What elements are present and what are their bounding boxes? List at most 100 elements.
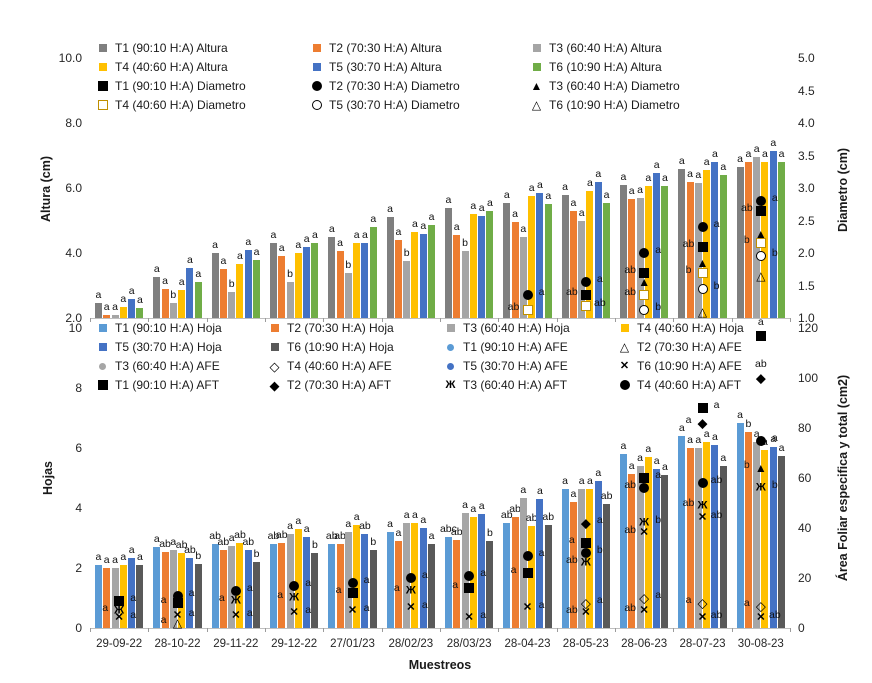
open-triangle-marker-icon: △: [756, 268, 766, 283]
circle-marker: [755, 435, 766, 446]
xbar-marker-icon: Ж: [114, 604, 125, 616]
bar: [478, 215, 486, 318]
sig-letter: a: [645, 443, 652, 455]
x-marker: ✕: [698, 612, 707, 624]
bar: [519, 497, 527, 628]
bar: [119, 306, 127, 318]
left-tick-label: 4: [75, 501, 82, 515]
square-marker: [464, 583, 475, 593]
legend-item: T3 (60:40 H:A) AFE: [96, 358, 268, 374]
bar: [636, 466, 644, 628]
square-marker-icon: [97, 380, 108, 390]
sig-letter: a: [661, 172, 668, 185]
sig-letter: a: [737, 152, 743, 165]
sig-letter: a: [480, 566, 487, 579]
sig-letter: a: [428, 530, 435, 542]
bar: [769, 150, 777, 318]
bar: [253, 562, 261, 628]
sig-letter: a: [245, 235, 252, 248]
diametro-axis-title: Diametro (cm): [836, 147, 850, 233]
sig-letter: a: [678, 422, 685, 434]
xbar-marker-icon: Ж: [405, 584, 416, 596]
bar: [544, 524, 552, 628]
circle-marker: [580, 277, 591, 288]
bar: [186, 557, 194, 628]
bar: [486, 210, 494, 318]
sig-letter: a: [412, 509, 418, 521]
legend-item-label: T4 (40:60 H:A) Diametro: [115, 98, 246, 112]
legend-symbol: [96, 324, 109, 332]
sig-letter: a: [478, 201, 485, 214]
legend-item: T6 (10:90 H:A) Altura: [530, 59, 736, 75]
legend-item-label: T2 (70:30 H:A) Altura: [329, 41, 442, 55]
sig-letter: a: [136, 551, 143, 563]
sig-letter: a: [120, 551, 127, 563]
circle-marker-icon: [311, 81, 322, 91]
bar: [219, 550, 227, 628]
square-marker-icon: [697, 403, 708, 413]
x-axis-tick: [206, 628, 208, 632]
sig-letter: a: [595, 467, 602, 479]
legend-item-label: T1 (90:10 H:A) Hoja: [115, 321, 222, 335]
x-marker-icon: ✕: [522, 601, 533, 614]
circle-marker: [639, 248, 650, 258]
bar: [503, 202, 511, 318]
legend-item: T2 (70:30 H:A) Hoja: [268, 320, 444, 336]
sig-letter: a: [720, 161, 727, 173]
bar: [694, 448, 702, 628]
open-circle-marker-icon: [311, 100, 322, 110]
square-marker-icon: [639, 473, 650, 483]
open-diamond-marker: ◇: [581, 597, 591, 610]
bar: [711, 445, 719, 628]
legend-item: T4 (40:60 H:A) Diametro: [96, 97, 310, 113]
x-marker: ✕: [173, 610, 182, 621]
right-tick-label: 1.5: [798, 278, 815, 293]
diamond-marker-icon: ◆: [697, 415, 708, 431]
sig-letter: a: [153, 533, 160, 545]
open-circle-marker: [639, 305, 650, 316]
sig-letter: ab: [267, 530, 280, 542]
sig-letter: a: [212, 239, 218, 251]
x-marker: ✕: [640, 605, 649, 616]
legend-item-label: T2 (70:30 H:A) Hoja: [287, 321, 394, 335]
diamond-marker: ◆: [698, 417, 708, 430]
diamond-marker: ◆: [581, 517, 591, 530]
bar: [653, 173, 661, 318]
x-axis-tick: [90, 628, 91, 632]
bar: [586, 191, 594, 318]
xbar-marker-icon: Ж: [580, 556, 591, 569]
sig-letter: a: [112, 300, 118, 313]
sig-letter: a: [486, 196, 493, 209]
sig-letter: a: [753, 143, 760, 156]
right-tick-label: 0: [798, 621, 805, 635]
diamond-marker-icon: ◆: [755, 370, 766, 386]
circle-marker-icon: [697, 222, 708, 232]
sig-letter: a: [462, 498, 468, 511]
bar-swatch-icon: [532, 63, 541, 71]
triangle-marker-icon: ▲: [754, 226, 767, 241]
sig-letter: ab: [624, 286, 636, 299]
x-marker-icon: ✕: [581, 606, 591, 619]
sig-letter: a: [637, 452, 643, 464]
sig-letter: a: [295, 515, 302, 527]
bar: [628, 199, 636, 318]
square-marker: [580, 290, 591, 301]
sig-letter: a: [538, 286, 545, 299]
bar: [169, 303, 177, 318]
sig-letter: a: [753, 428, 760, 440]
legend-item-label: T4 (40:60 H:A) Hoja: [637, 321, 744, 335]
sig-letter: a: [510, 564, 517, 576]
bar: [486, 541, 494, 628]
legend-item-label: T3 (60:40 H:A) AFE: [115, 359, 220, 373]
triangle-marker: ▲: [755, 462, 767, 474]
legend-symbol: △: [618, 341, 631, 353]
sig-letter: a: [628, 185, 635, 198]
dot-marker-icon: [99, 362, 106, 370]
sig-letter: a: [757, 315, 764, 328]
bar: [561, 488, 569, 628]
legend-item-label: T2 (70:30 H:A) Diametro: [329, 79, 460, 93]
right-tick-label: 60: [798, 471, 812, 485]
sig-letter: a: [363, 574, 370, 586]
open-diamond-marker: ◇: [756, 599, 766, 612]
bar: [586, 488, 594, 628]
